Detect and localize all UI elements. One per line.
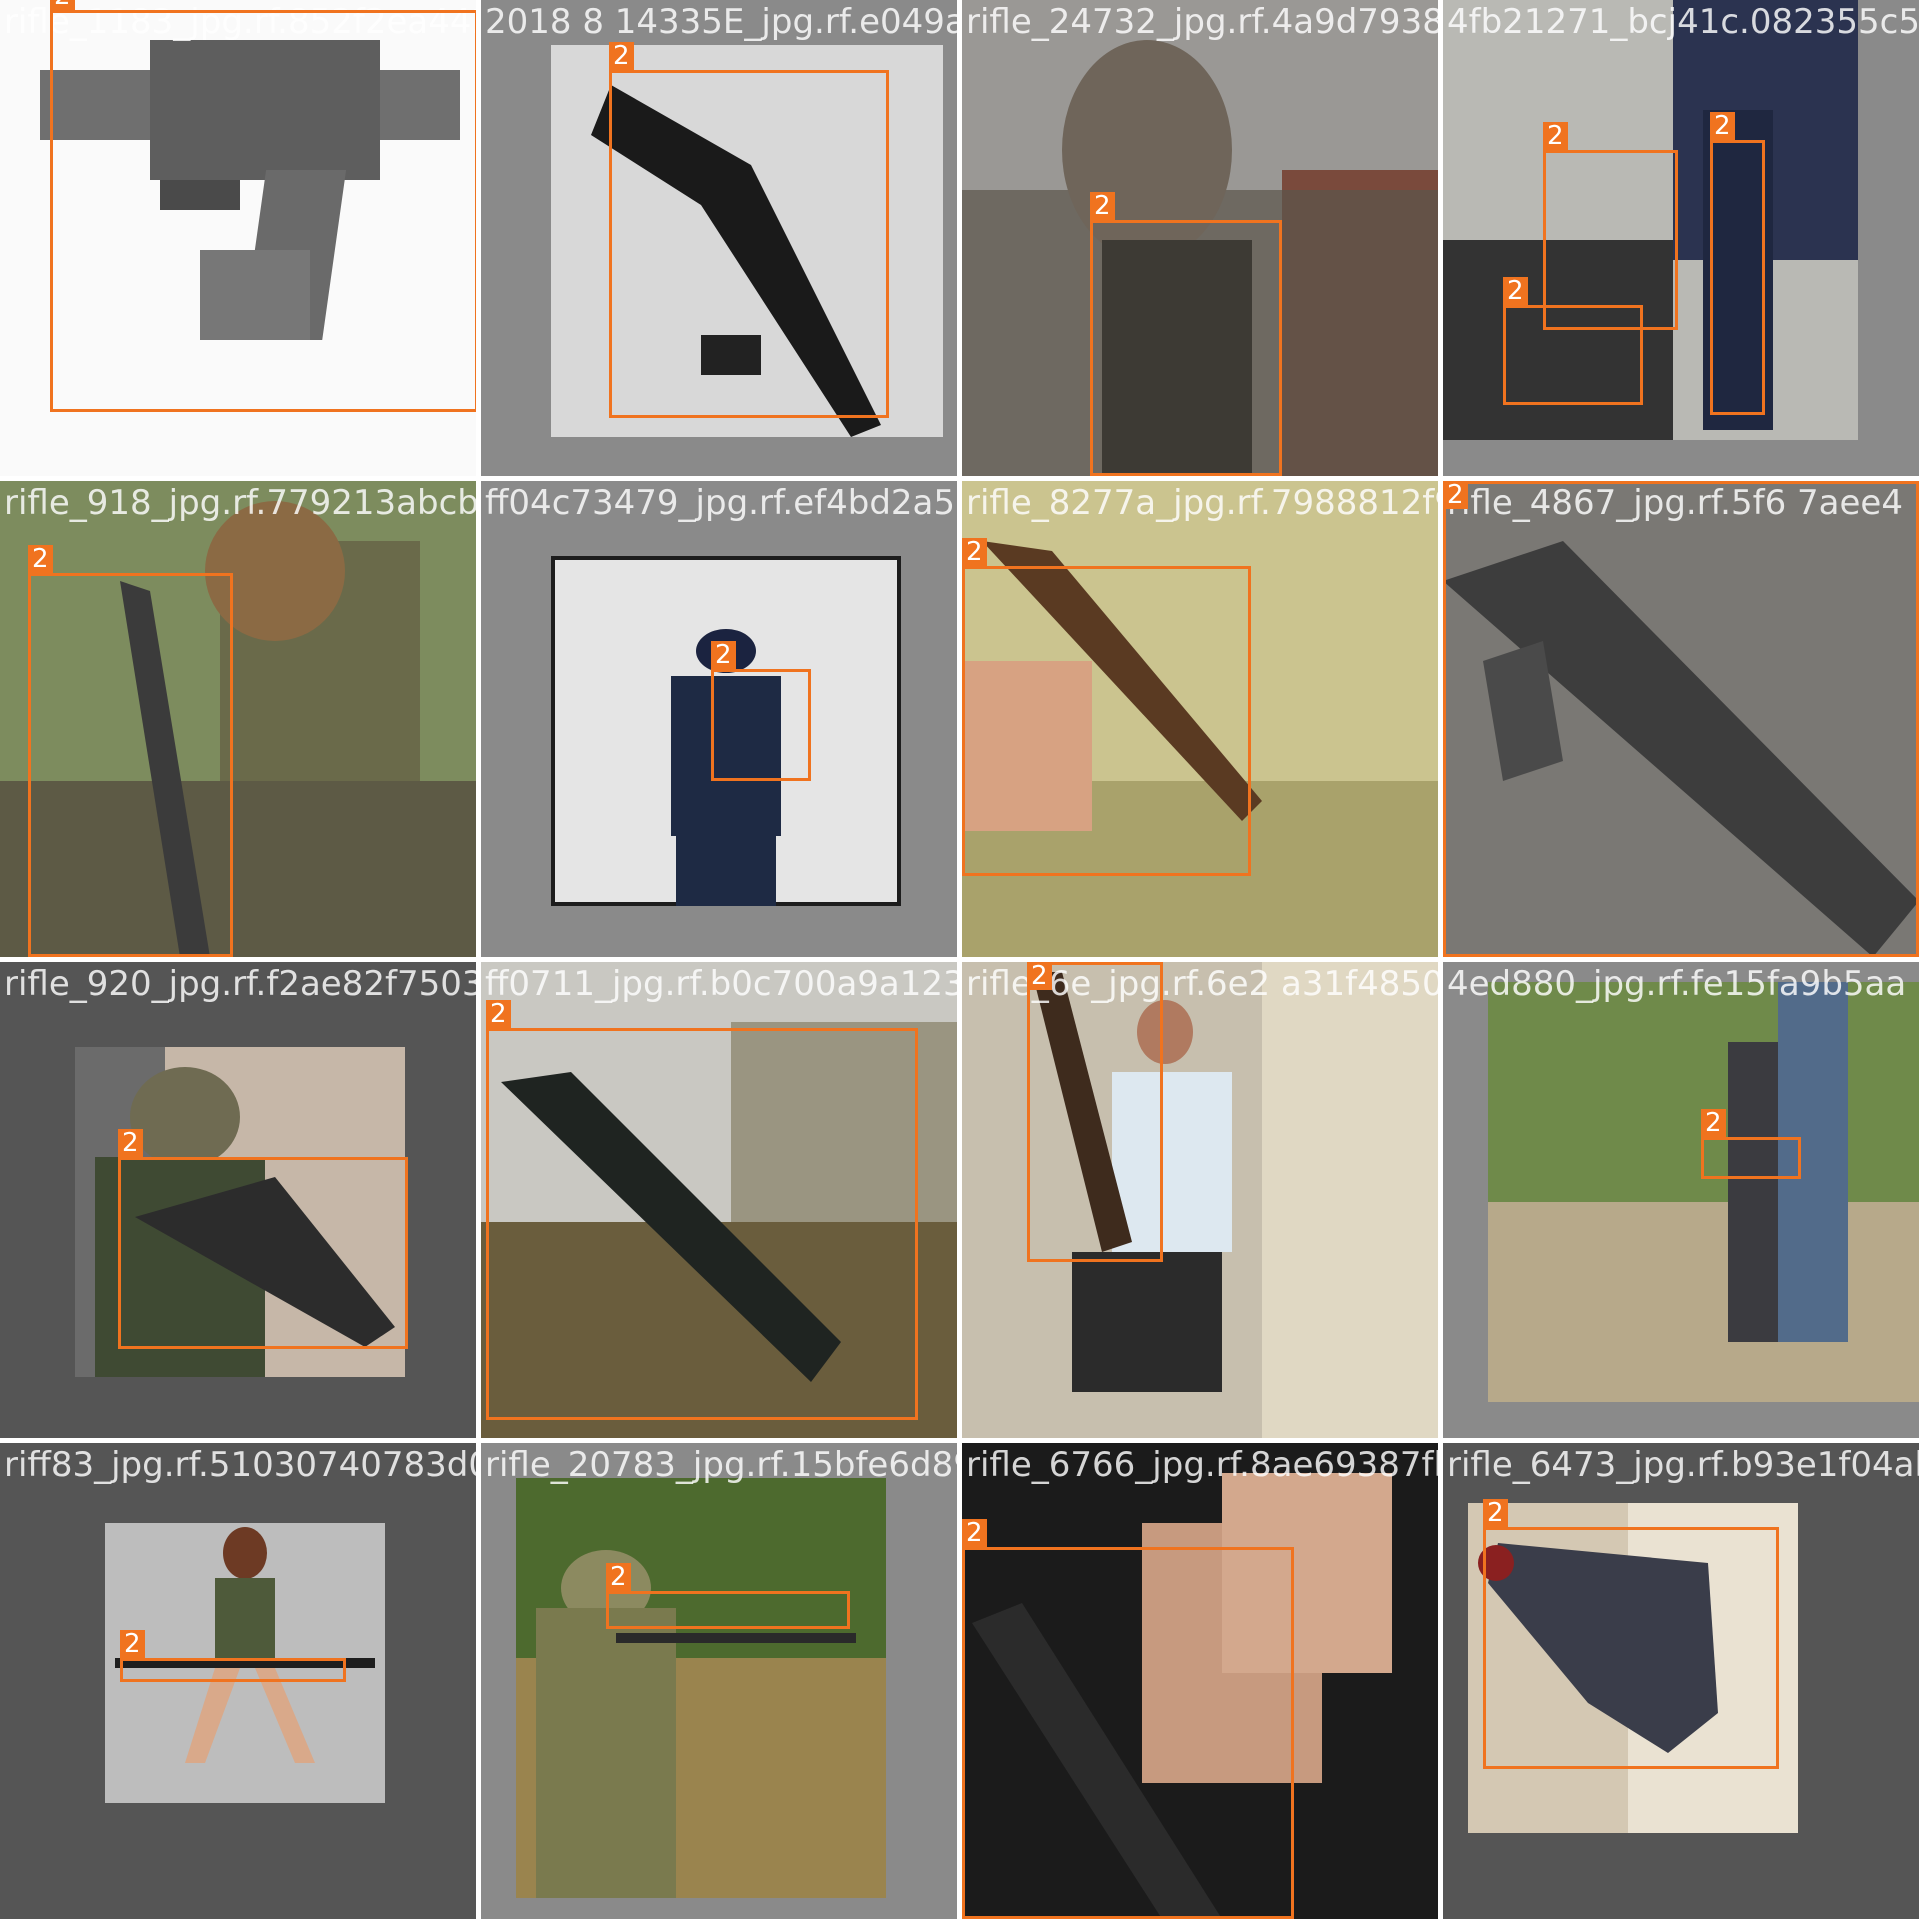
- class-label: 2: [1443, 481, 1468, 509]
- detection-box: 2: [606, 1563, 850, 1629]
- class-label: 2: [50, 0, 75, 10]
- file-name: rifle_6473_jpg.rf.b93e1f04ab9: [1447, 1445, 1919, 1485]
- detection-box: 2: [609, 42, 889, 418]
- tile-10: ff0711_jpg.rf.b0c700a9a1236 2: [481, 962, 957, 1438]
- rifle-render-image: [0, 0, 476, 476]
- file-name: 2018 8 14335E_jpg.rf.e049a: [485, 2, 957, 42]
- tile-8: rifle_4867_jpg.rf.5f6 7aee4 2: [1443, 481, 1919, 957]
- soldier-rifle-image: [0, 481, 476, 957]
- detection-box: 2: [962, 1519, 1294, 1919]
- detection-box: 2: [1027, 962, 1163, 1262]
- detection-box: 2: [120, 1630, 346, 1682]
- detection-box: 2: [1483, 1499, 1779, 1769]
- soldier-prone-image: [516, 1478, 886, 1898]
- woman-with-rifle-image: [105, 1523, 385, 1803]
- file-name: rifle_4867_jpg.rf.5f6 7aee4: [1447, 483, 1903, 523]
- grid-divider: [0, 1438, 1920, 1443]
- class-label: 2: [962, 538, 987, 566]
- tile-11: rifle_6e_jpg.rf.6e2 a31f48504 2: [962, 962, 1438, 1438]
- class-label: 2: [962, 1519, 987, 1547]
- tile-7: rifle_8277a_jpg.rf.7988812f9 2: [962, 481, 1438, 957]
- detection-box: 2: [1710, 112, 1765, 415]
- tile-2: 2018 8 14335E_jpg.rf.e049a 2: [481, 0, 957, 476]
- file-name: riff83_jpg.rf.51030740783d07: [4, 1445, 476, 1485]
- tile-3: rifle_24732_jpg.rf.4a9d7938 2: [962, 0, 1438, 476]
- detection-box: 2: [1543, 122, 1678, 330]
- detection-box: 2: [1090, 192, 1282, 476]
- rifle-shadow-image: [551, 45, 943, 437]
- man-with-rifle-image: [962, 962, 1438, 1438]
- file-name: rifle_20783_jpg.rf.15bfe6d897: [485, 1445, 957, 1485]
- detection-box: 2: [1503, 277, 1643, 405]
- shotgun-image: [962, 481, 1438, 957]
- file-name: rifle_918_jpg.rf.779213abcbf: [4, 483, 476, 523]
- detection-box: 2: [118, 1129, 408, 1349]
- grid-divider: [0, 957, 1920, 962]
- file-name: rifle_1183_jpg.rf.852f2ea442: [4, 2, 476, 42]
- grid-divider: [0, 476, 1920, 481]
- detection-box: 2: [1443, 481, 1919, 957]
- tile-13: riff83_jpg.rf.51030740783d07 2: [0, 1443, 476, 1919]
- shooting-lesson-image: [1488, 982, 1919, 1402]
- rifle-closeup-image: [481, 962, 957, 1438]
- tile-14: rifle_20783_jpg.rf.15bfe6d897 2: [481, 1443, 957, 1919]
- file-name: rifle_8277a_jpg.rf.7988812f9: [966, 483, 1438, 523]
- file-name: rifle_920_jpg.rf.f2ae82f7503: [4, 964, 476, 1004]
- class-label: 2: [1090, 192, 1115, 220]
- class-label: 2: [1710, 112, 1735, 140]
- file-name: ff0711_jpg.rf.b0c700a9a1236: [485, 964, 957, 1004]
- class-label: 2: [711, 641, 736, 669]
- tile-5: rifle_918_jpg.rf.779213abcbf 2: [0, 481, 476, 957]
- class-label: 2: [486, 1000, 511, 1028]
- class-label: 2: [1483, 1499, 1508, 1527]
- detection-box: 2: [50, 0, 476, 412]
- class-label: 2: [1701, 1109, 1726, 1137]
- tile-15: rifle_6766_jpg.rf.8ae69387fbb 2: [962, 1443, 1438, 1919]
- file-name: 4fb21271_bcj41c.082355c5c4: [1447, 2, 1919, 42]
- class-label: 2: [118, 1129, 143, 1157]
- police-officer-image: [551, 556, 901, 906]
- soldier-image: [962, 0, 1438, 476]
- tile-16: rifle_6473_jpg.rf.b93e1f04ab9 2: [1443, 1443, 1919, 1919]
- tile-1: rifle_1183_jpg.rf.852f2ea442 2: [0, 0, 476, 476]
- class-label: 2: [28, 545, 53, 573]
- hands-on-rifle-image: [962, 1443, 1438, 1919]
- class-label: 2: [606, 1563, 631, 1591]
- file-name: rifle_6766_jpg.rf.8ae69387fbb: [966, 1445, 1438, 1485]
- class-label: 2: [1027, 962, 1052, 990]
- class-label: 2: [120, 1630, 145, 1658]
- class-label: 2: [609, 42, 634, 70]
- detection-box: 2: [1701, 1109, 1801, 1179]
- file-name: ff04c73479_jpg.rf.ef4bd2a50dc: [485, 483, 957, 523]
- tile-6: ff04c73479_jpg.rf.ef4bd2a50dc 2: [481, 481, 957, 957]
- tile-4: 4fb21271_bcj41c.082355c5c4 2 2 2: [1443, 0, 1919, 476]
- rifle-on-ground-image: [1443, 481, 1919, 957]
- detection-box: 2: [28, 545, 233, 957]
- detection-box: 2: [486, 1000, 918, 1420]
- tile-9: rifle_920_jpg.rf.f2ae82f7503 2: [0, 962, 476, 1438]
- detection-box: 2: [711, 641, 811, 781]
- class-label: 2: [1543, 122, 1568, 150]
- rifle-with-flower-image: [1468, 1503, 1798, 1833]
- class-label: 2: [1503, 277, 1528, 305]
- detection-box: 2: [962, 538, 1251, 876]
- file-name: rifle_24732_jpg.rf.4a9d7938: [966, 2, 1438, 42]
- police-armory-image: [1443, 0, 1858, 440]
- tile-12: 4ed880_jpg.rf.fe15fa9b5aa 2: [1443, 962, 1919, 1438]
- file-name: 4ed880_jpg.rf.fe15fa9b5aa: [1447, 964, 1907, 1004]
